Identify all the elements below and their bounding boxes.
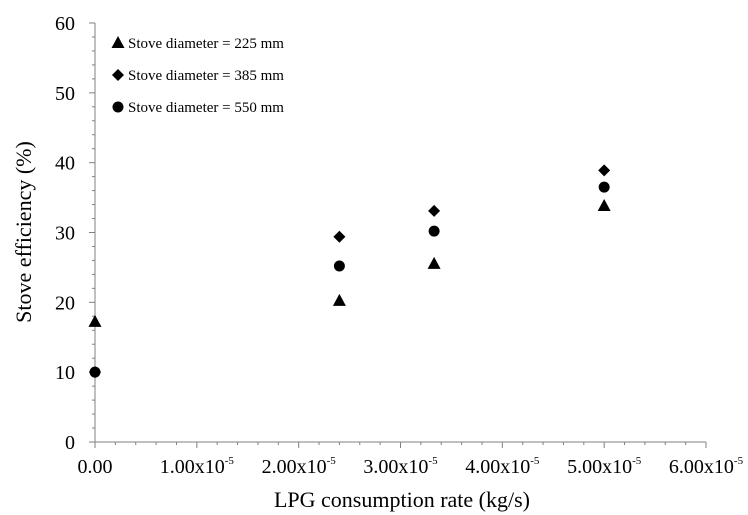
data-point-triangle [597, 198, 611, 211]
data-points [88, 164, 611, 379]
data-point-triangle [427, 256, 441, 269]
x-tick-label: 4.00x10-5 [465, 455, 540, 478]
x-tick-label: 6.00x10-5 [669, 455, 744, 478]
legend-item: Stove diameter = 550 mm [112, 100, 284, 116]
x-axis: 0.00 1.00x10-5 2.00x10-5 3.00x10-5 4.00x10-5… [78, 442, 744, 478]
y-tick-label: 0 [65, 432, 75, 454]
legend-label: Stove diameter = 385 mm [128, 68, 284, 84]
y-tick-label: 20 [55, 292, 75, 314]
x-tick-label: 1.00x10-5 [160, 455, 235, 478]
x-tick-label: 5.00x10-5 [567, 455, 642, 478]
series-1 [88, 198, 611, 327]
data-point-circle [333, 260, 345, 272]
y-tick-label: 50 [55, 83, 75, 105]
series-2 [89, 164, 611, 379]
legend-item: Stove diameter = 225 mm [111, 36, 284, 52]
data-point-circle [89, 366, 101, 378]
y-axis: 0 10 20 30 40 50 60 [55, 13, 95, 454]
legend-label: Stove diameter = 550 mm [128, 100, 284, 116]
data-point-triangle [88, 314, 102, 327]
y-axis-title: Stove efficiency (%) [11, 141, 36, 323]
x-tick-label: 0.00 [78, 456, 113, 478]
y-tick-label: 10 [55, 362, 75, 384]
legend: Stove diameter = 225 mm Stove diameter = … [111, 36, 284, 116]
y-tick-label: 40 [55, 153, 75, 175]
legend-label: Stove diameter = 225 mm [128, 36, 284, 52]
x-tick-label: 2.00x10-5 [262, 455, 337, 478]
legend-item: Stove diameter = 385 mm [112, 68, 284, 84]
y-tick-label: 60 [55, 13, 75, 35]
x-axis-title: LPG consumption rate (kg/s) [274, 487, 530, 512]
data-point-circle [428, 225, 440, 237]
legend-marker-circle [112, 101, 124, 113]
legend-marker-triangle [111, 36, 125, 48]
data-point-triangle [332, 293, 346, 306]
plot-frame [94, 23, 706, 443]
legend-marker-diamond [112, 69, 124, 81]
data-point-diamond [333, 230, 346, 243]
data-point-diamond [428, 204, 441, 217]
x-tick-label: 3.00x10-5 [363, 455, 438, 478]
data-point-diamond [598, 164, 611, 177]
y-tick-label: 30 [55, 223, 75, 245]
data-point-circle [598, 181, 610, 193]
series-3 [89, 181, 610, 378]
